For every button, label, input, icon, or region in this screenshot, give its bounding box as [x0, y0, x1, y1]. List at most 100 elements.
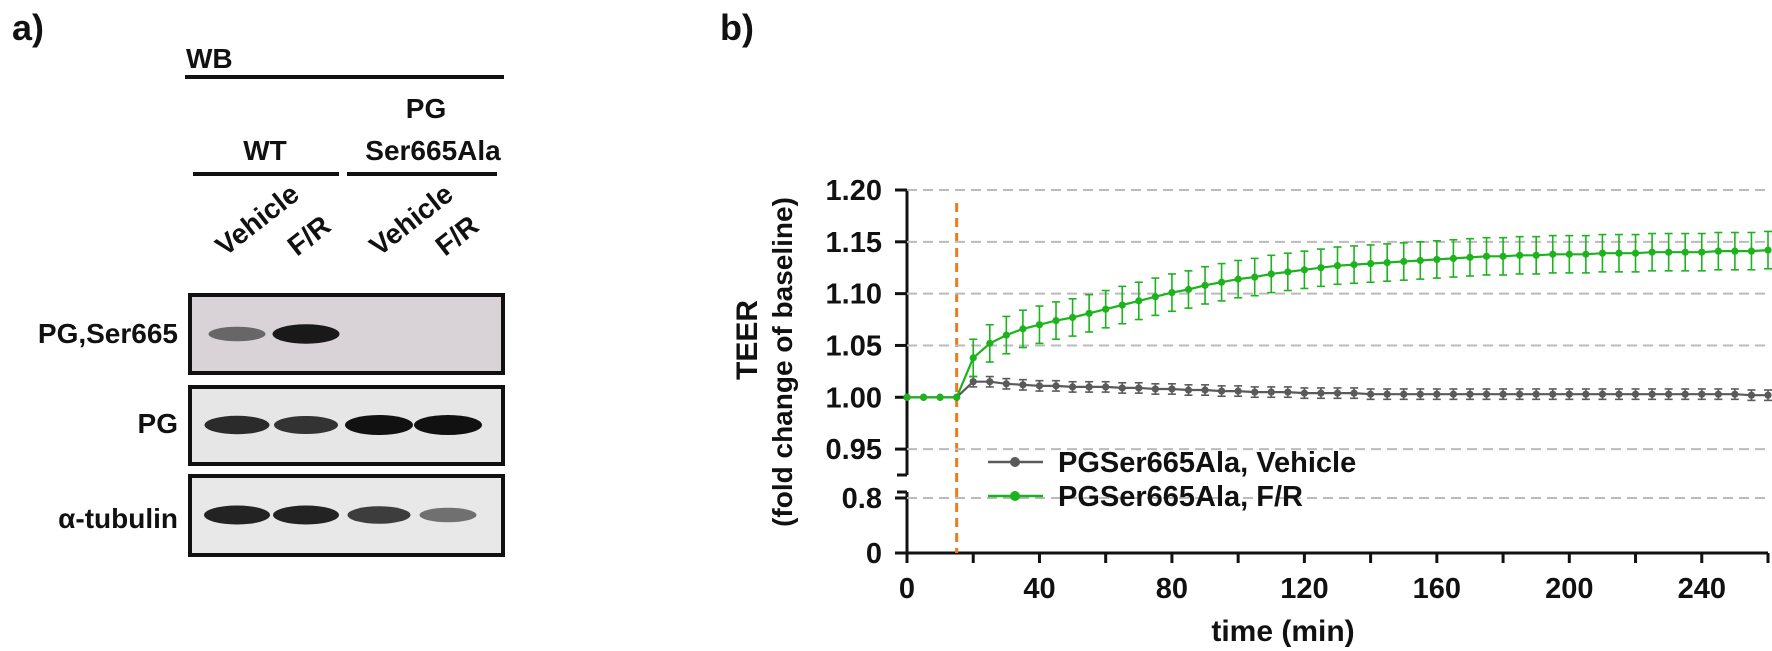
data-point — [1714, 247, 1722, 255]
data-point — [1764, 391, 1772, 399]
y-axis-title: TEER — [731, 300, 764, 380]
x-axis-title: time (min) — [1211, 615, 1354, 648]
data-point — [936, 393, 944, 401]
data-point — [1300, 266, 1308, 274]
blot-band — [272, 324, 340, 344]
data-point — [1383, 258, 1391, 267]
data-point — [1731, 390, 1739, 398]
x-tick-label: 120 — [1280, 573, 1328, 605]
data-point — [1002, 380, 1010, 388]
blot-label-pg-ser665: PG,Ser665 — [38, 318, 178, 349]
series-fr — [903, 230, 1772, 401]
data-point — [1284, 388, 1292, 396]
y-tick-label: 0.95 — [826, 434, 882, 466]
data-point — [1019, 325, 1027, 333]
data-point — [1631, 390, 1640, 398]
legend-label-fr: PGSer665Ala, F/R — [1058, 481, 1303, 513]
blot-band — [419, 507, 477, 523]
data-point — [1052, 382, 1060, 390]
data-point — [1251, 273, 1259, 281]
data-point — [1565, 250, 1573, 258]
data-point — [1035, 321, 1044, 329]
data-point — [969, 378, 977, 386]
legend: PGSer665Ala, Vehicle PGSer665Ala, F/R — [988, 447, 1356, 513]
data-point — [1201, 281, 1209, 289]
data-point — [1350, 389, 1358, 397]
legend-marker-fr — [1010, 491, 1020, 501]
data-point — [1449, 390, 1458, 398]
panel-b-label: b) — [720, 7, 754, 48]
data-point — [1714, 390, 1722, 398]
chart-axes: 1.20 1.15 1.10 1.05 1.00 0.95 0.8 00 40 80 120 160 2… — [826, 175, 1770, 605]
data-point — [1151, 293, 1159, 301]
data-point — [1300, 389, 1308, 397]
lane-label-2: F/R — [282, 210, 337, 262]
data-point — [986, 378, 994, 386]
data-point — [1118, 301, 1126, 309]
data-point — [1598, 390, 1607, 398]
panel-b: b) TEER (fold change of baseline) time (… — [720, 7, 1772, 648]
data-point — [903, 393, 911, 401]
data-point — [1582, 390, 1590, 398]
data-point — [1416, 390, 1424, 398]
data-point — [1416, 256, 1424, 265]
blot-band — [208, 326, 266, 342]
chart-series — [903, 230, 1772, 402]
data-point — [1350, 261, 1358, 269]
panel-a: a) WB PG Ser665Ala WT Vehicle F/R Vehicl… — [12, 7, 505, 557]
data-point — [1681, 248, 1689, 256]
blot-pg — [188, 385, 505, 466]
blot-alpha-tubulin — [188, 474, 505, 557]
legend-label-vehicle: PGSer665Ala, Vehicle — [1058, 447, 1356, 479]
data-point — [1516, 390, 1524, 398]
blot-band — [345, 415, 413, 435]
data-point — [1449, 254, 1458, 262]
data-point — [1333, 389, 1342, 397]
data-point — [1648, 390, 1656, 398]
data-point — [1317, 389, 1325, 397]
data-point — [1482, 390, 1491, 398]
data-point — [1102, 383, 1110, 391]
x-tick-label: 0 — [899, 573, 915, 605]
data-point — [1400, 257, 1408, 266]
data-point — [1251, 388, 1259, 396]
blot-band — [273, 505, 339, 525]
data-point — [969, 354, 977, 362]
data-point — [1367, 259, 1375, 268]
data-point — [1549, 390, 1557, 398]
data-point — [1631, 249, 1640, 257]
data-point — [1284, 268, 1292, 276]
data-point — [1068, 313, 1077, 322]
data-point — [1648, 248, 1656, 256]
data-point — [1135, 384, 1143, 392]
legend-marker-vehicle — [1010, 457, 1020, 467]
data-point — [1184, 285, 1193, 294]
data-point — [1184, 386, 1193, 394]
data-point — [953, 393, 961, 401]
panel-a-label: a) — [12, 7, 44, 48]
blot-pg-ser665 — [188, 293, 505, 375]
data-point — [1234, 275, 1242, 283]
data-point — [986, 339, 994, 347]
data-point — [1433, 255, 1441, 264]
data-point — [1019, 381, 1027, 389]
data-point — [1168, 289, 1176, 297]
data-point — [1201, 386, 1209, 394]
data-point — [1002, 331, 1010, 339]
x-tick-label: 80 — [1156, 573, 1188, 605]
data-point — [1135, 297, 1143, 305]
data-point — [1085, 383, 1093, 391]
data-point — [1615, 390, 1623, 398]
data-point — [1731, 247, 1739, 255]
y-tick-label: 1.20 — [826, 175, 882, 207]
blot-band — [414, 415, 482, 435]
data-point — [1400, 390, 1408, 398]
y-axis-subtitle: (fold change of baseline) — [767, 197, 798, 527]
blot-band — [274, 416, 338, 434]
group-wt-label: WT — [243, 135, 287, 166]
data-point — [1698, 390, 1706, 398]
y-tick-label: 0.8 — [842, 483, 882, 515]
data-point — [1267, 388, 1275, 396]
data-point — [1085, 309, 1093, 317]
